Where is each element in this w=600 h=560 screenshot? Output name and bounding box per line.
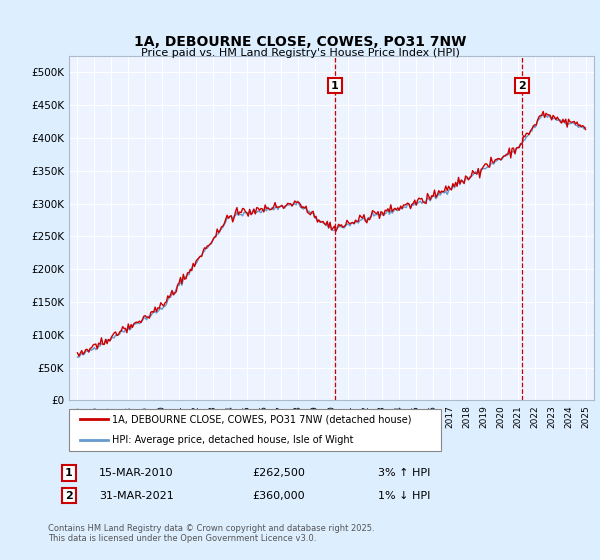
- Text: 1: 1: [65, 468, 73, 478]
- Text: Contains HM Land Registry data © Crown copyright and database right 2025.
This d: Contains HM Land Registry data © Crown c…: [48, 524, 374, 543]
- Text: 2: 2: [65, 491, 73, 501]
- Text: Price paid vs. HM Land Registry's House Price Index (HPI): Price paid vs. HM Land Registry's House …: [140, 48, 460, 58]
- Text: 31-MAR-2021: 31-MAR-2021: [99, 491, 174, 501]
- Text: £262,500: £262,500: [252, 468, 305, 478]
- Text: 1% ↓ HPI: 1% ↓ HPI: [378, 491, 430, 501]
- Text: HPI: Average price, detached house, Isle of Wight: HPI: Average price, detached house, Isle…: [112, 435, 354, 445]
- Text: 15-MAR-2010: 15-MAR-2010: [99, 468, 173, 478]
- Text: £360,000: £360,000: [252, 491, 305, 501]
- Text: 3% ↑ HPI: 3% ↑ HPI: [378, 468, 430, 478]
- Text: 1A, DEBOURNE CLOSE, COWES, PO31 7NW: 1A, DEBOURNE CLOSE, COWES, PO31 7NW: [134, 35, 466, 49]
- Text: 1: 1: [331, 81, 339, 91]
- Text: 1A, DEBOURNE CLOSE, COWES, PO31 7NW (detached house): 1A, DEBOURNE CLOSE, COWES, PO31 7NW (det…: [112, 414, 412, 424]
- Text: 2: 2: [518, 81, 526, 91]
